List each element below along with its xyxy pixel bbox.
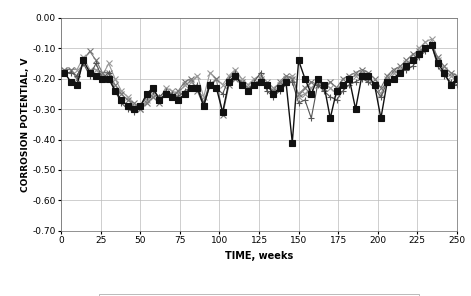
ECR(Chromate)-U — [62, 68, 67, 71]
ECR(DuPont)-U — [309, 116, 314, 120]
ECR-U — [264, 80, 270, 83]
ECR-U — [454, 77, 460, 81]
Line: ECR(Valspar)-U: ECR(Valspar)-U — [62, 42, 460, 145]
ECR(Valspar)-U — [169, 95, 175, 99]
ECR(Chromate)-U — [454, 74, 460, 77]
ECR(Valspar)-U — [340, 83, 346, 86]
ECR(Valspar)-U — [290, 141, 295, 144]
ECR-U — [429, 37, 434, 41]
ECR(DuPont)-U — [245, 89, 251, 93]
ECR(Valspar)-U — [454, 77, 460, 81]
ECR-U — [62, 68, 67, 71]
ECR-U — [448, 74, 454, 77]
ECR(DuPont)-U — [429, 44, 434, 47]
ECR(Chromate)-U — [264, 83, 270, 86]
X-axis label: TIME, weeks: TIME, weeks — [225, 251, 293, 261]
ECR(Chromate)-U — [252, 83, 257, 86]
ECR(Valspar)-U — [448, 83, 454, 86]
ECR(DuPont)-U — [62, 71, 67, 74]
ECR(DuPont)-U — [454, 83, 460, 86]
ECR(Valspar)-U — [429, 44, 434, 47]
ECR-U — [252, 77, 257, 81]
ECR-U — [188, 80, 194, 83]
ECR(DuPont)-U — [340, 89, 346, 93]
ECR(Chromate)-U — [169, 95, 175, 99]
ECR(Chromate)-U — [340, 77, 346, 81]
ECR(DuPont)-U — [448, 80, 454, 83]
Line: ECR(Chromate)-U: ECR(Chromate)-U — [62, 42, 460, 118]
ECR(Valspar)-U — [245, 89, 251, 93]
Legend: ECR-U, ECR(Chromate)-U, ECR(DuPont)-U, ECR(Valspar)-U: ECR-U, ECR(Chromate)-U, ECR(DuPont)-U, E… — [99, 295, 419, 296]
ECR(DuPont)-U — [169, 92, 175, 96]
ECR(DuPont)-U — [258, 71, 263, 74]
ECR-U — [138, 107, 143, 111]
ECR-U — [176, 92, 181, 96]
Line: ECR(DuPont)-U: ECR(DuPont)-U — [61, 42, 460, 122]
ECR(Chromate)-U — [220, 113, 226, 117]
Line: ECR-U: ECR-U — [62, 36, 460, 112]
ECR-U — [340, 83, 346, 86]
ECR(Valspar)-U — [182, 92, 187, 96]
ECR(Chromate)-U — [429, 44, 434, 47]
ECR(Chromate)-U — [448, 71, 454, 74]
ECR(DuPont)-U — [182, 89, 187, 93]
ECR(Valspar)-U — [62, 71, 67, 74]
Y-axis label: CORROSION POTENTIAL, V: CORROSION POTENTIAL, V — [21, 57, 30, 192]
ECR(Chromate)-U — [182, 80, 187, 83]
ECR(Valspar)-U — [258, 80, 263, 83]
